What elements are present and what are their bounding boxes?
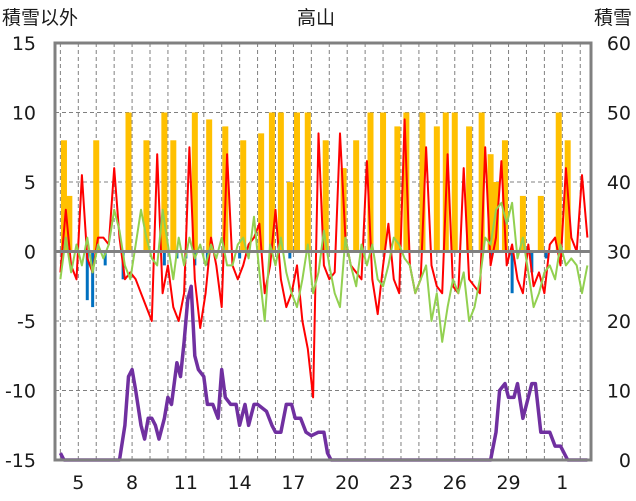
blue-bar <box>238 251 242 259</box>
precipitation-bar <box>206 119 213 252</box>
right-tick-label: 20 <box>607 311 631 333</box>
precipitation-bar <box>125 112 132 252</box>
x-tick-label: 26 <box>443 472 467 494</box>
precipitation-bar <box>353 140 360 252</box>
precipitation-bar <box>143 140 150 252</box>
precipitation-bar <box>555 112 562 252</box>
blue-bar <box>288 251 292 259</box>
precipitation-bar <box>451 112 458 252</box>
right-tick-label: 10 <box>607 381 631 403</box>
left-tick-label: 10 <box>12 103 36 125</box>
precipitation-bar <box>492 182 499 252</box>
precipitation-bar <box>294 112 301 252</box>
right-axis-title: 積雪 <box>594 7 632 29</box>
series-lines <box>59 118 589 399</box>
x-tick-label: 11 <box>174 472 198 494</box>
x-tick-label: 29 <box>496 472 520 494</box>
x-tick-label: 8 <box>126 472 138 494</box>
x-tick-label: 14 <box>228 472 252 494</box>
precipitation-bar <box>170 140 177 252</box>
blue-bar <box>530 251 534 273</box>
right-tick-label: 50 <box>607 103 631 125</box>
left-tick-label: -15 <box>5 450 36 472</box>
precipitation-bar <box>501 140 508 252</box>
precipitation-bar <box>394 126 401 252</box>
left-tick-label: -5 <box>17 311 36 333</box>
precipitation-bar <box>268 112 275 252</box>
precipitation-bar <box>487 154 494 252</box>
precipitation-bar <box>286 182 293 252</box>
left-tick-label: 15 <box>12 33 36 55</box>
blue-bar <box>91 251 95 308</box>
right-tick-label: 40 <box>607 172 631 194</box>
x-tick-label: 17 <box>281 472 305 494</box>
snow-depth-layer <box>58 284 588 462</box>
right-tick-label: 60 <box>607 33 631 55</box>
blue-bar <box>544 251 548 259</box>
snow-depth-line <box>58 284 588 462</box>
precipitation-bar <box>466 126 473 252</box>
right-tick-label: 30 <box>607 242 631 264</box>
precipitation-bar <box>433 126 440 252</box>
precipitation-bar <box>519 195 526 252</box>
x-tick-label: 20 <box>335 472 359 494</box>
precipitation-bar <box>304 112 311 252</box>
blue-bar <box>162 251 166 266</box>
precipitation-bar <box>240 140 247 252</box>
precipitation-bar <box>277 112 284 252</box>
precipitation-bar <box>258 133 265 252</box>
x-tick-label: 5 <box>72 472 84 494</box>
precipitation-bar <box>367 112 374 252</box>
precipitation-bar <box>380 112 387 252</box>
x-tick-label: 23 <box>389 472 413 494</box>
precipitation-bar <box>537 195 544 252</box>
blue-bar <box>510 251 514 294</box>
precipitation-bar <box>161 112 168 252</box>
left-tick-label: -10 <box>5 381 36 403</box>
left-axis-title: 積雪以外 <box>2 7 78 29</box>
right-tick-label: 0 <box>619 450 631 472</box>
x-tick-label: 1 <box>556 472 568 494</box>
left-tick-label: 0 <box>24 242 36 264</box>
precipitation-bar <box>66 195 73 252</box>
left-tick-label: 5 <box>24 172 36 194</box>
plot-frame <box>53 41 593 462</box>
chart-title: 高山 <box>297 7 335 29</box>
precipitation-bar <box>478 112 485 252</box>
precipitation-bar <box>322 140 329 252</box>
precipitation-bar <box>93 140 100 252</box>
precipitation-bar <box>419 112 426 252</box>
frame-layer <box>53 41 593 462</box>
blue-bar <box>85 251 89 301</box>
green-line <box>59 201 589 343</box>
precipitation-bar <box>191 112 198 252</box>
temperature-line <box>59 118 589 399</box>
blue-bar <box>103 251 107 266</box>
precipitation-bar <box>60 140 67 252</box>
